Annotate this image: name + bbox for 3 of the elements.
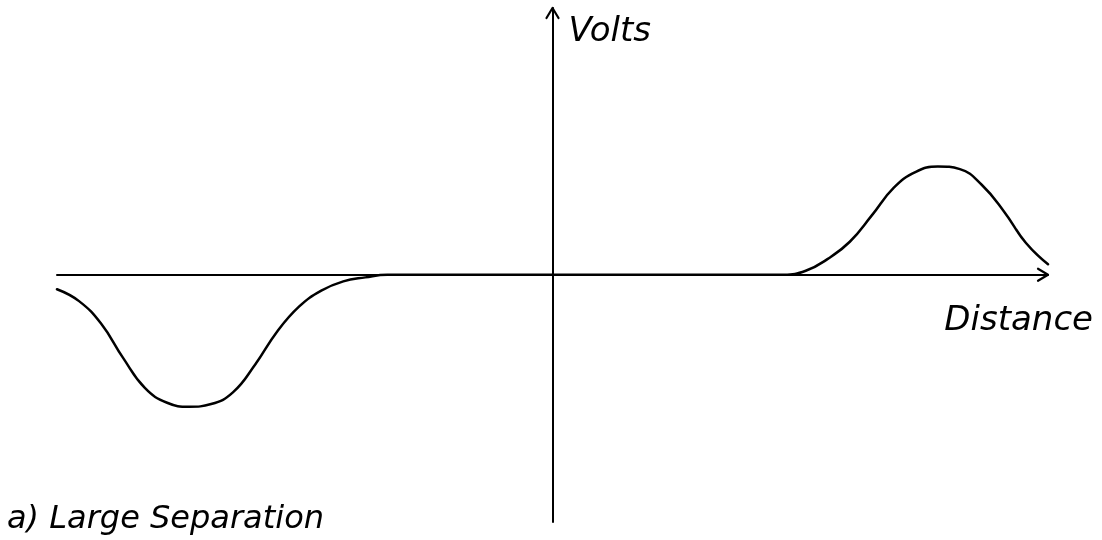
x-axis-title: Distance bbox=[944, 297, 1093, 338]
y-axis-title: Volts bbox=[568, 9, 652, 49]
text: a) Large Separation bbox=[7, 498, 325, 536]
